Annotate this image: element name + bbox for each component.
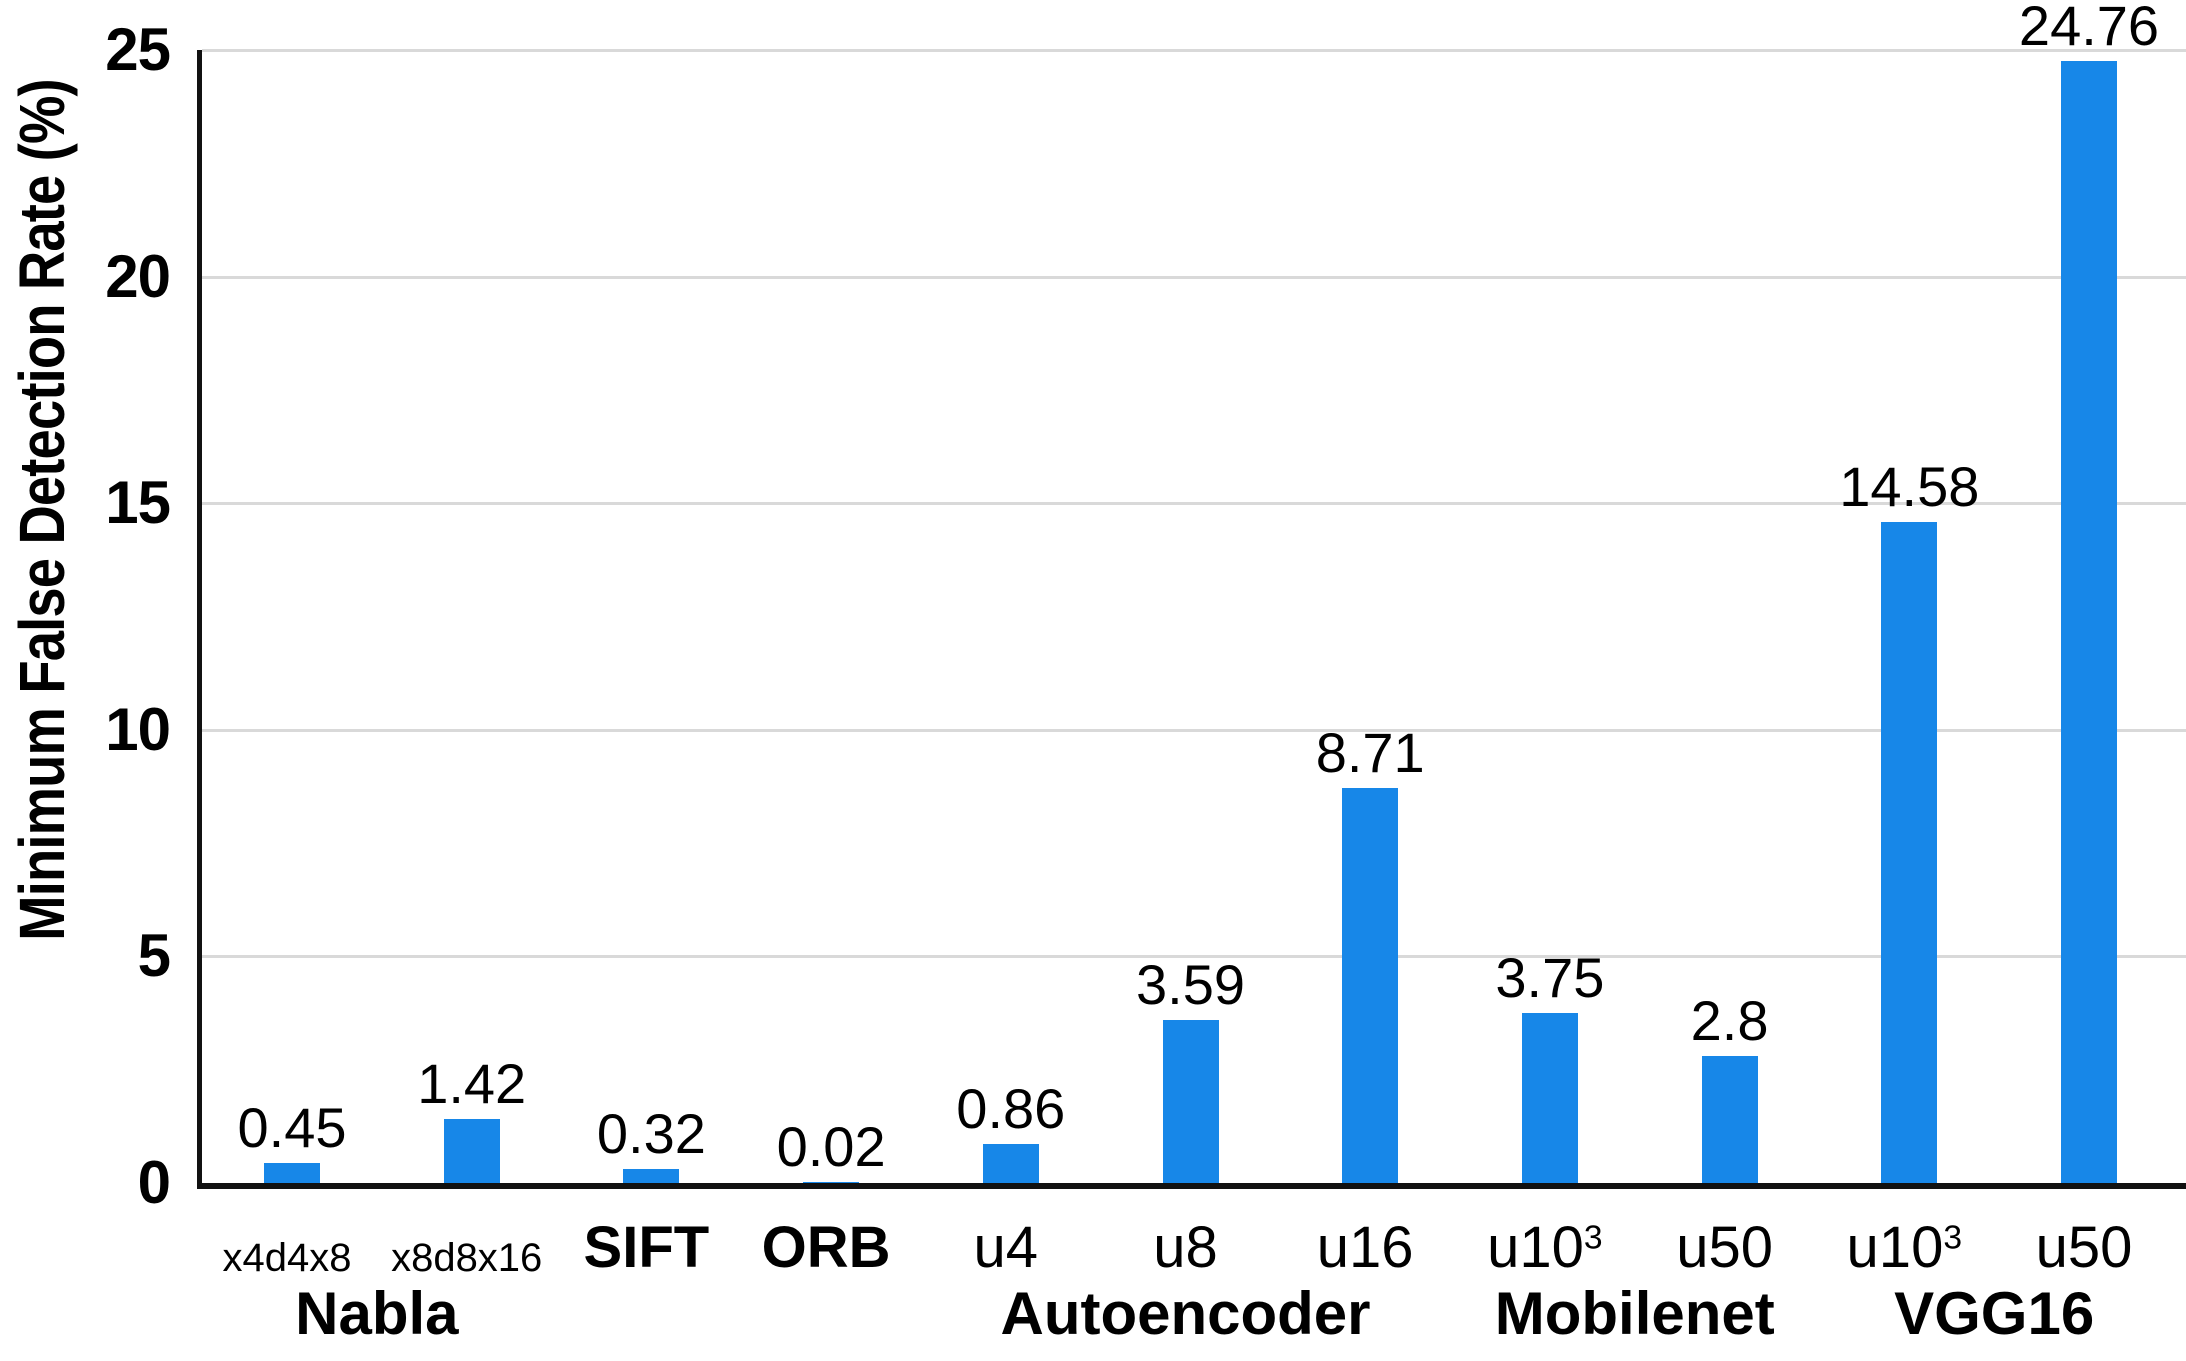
y-tick-label: 25: [105, 16, 171, 83]
x-tick-label: x4d4x8: [222, 1236, 352, 1280]
y-tick-label: 10: [105, 695, 171, 763]
bar-SIFT: [623, 1168, 680, 1183]
y-axis-tick-labels: 0 5 10 15 20 25: [0, 20, 171, 1213]
superscript: 3: [1583, 1219, 1603, 1257]
bar-value-label: 3.59: [1136, 953, 1245, 1017]
bar-u103: [1881, 522, 1938, 1183]
x-axis-tick-labels: x4d4x8 x8d8x16 SIFT ORB u4 u8 u16 u103 u50 u103 u5…: [197, 1216, 2186, 1294]
bar-ORB: [803, 1182, 860, 1183]
superscript: 3: [1943, 1219, 1963, 1257]
bar-value-label: 0.86: [956, 1077, 1066, 1141]
y-tick-label: 15: [105, 469, 171, 537]
group-label-vgg16: VGG16: [1894, 1280, 2095, 1347]
x-tick-label: u50: [2035, 1215, 2133, 1280]
bar-u4: [982, 1144, 1039, 1183]
bar-value-label: 0.02: [776, 1115, 886, 1179]
x-tick-label: x8d8x16: [391, 1236, 543, 1280]
x-tick-label: u16: [1316, 1215, 1414, 1280]
bar-u8: [1162, 1020, 1219, 1183]
gridline-10: [202, 728, 2186, 732]
group-label-nabla: Nabla: [295, 1280, 459, 1347]
bar-value-label: 1.42: [417, 1051, 527, 1115]
gridline-25: [202, 49, 2186, 52]
bar-value-label: 0.32: [596, 1101, 706, 1165]
x-tick-label: u4: [973, 1215, 1039, 1280]
x-tick-label: ORB: [761, 1215, 891, 1280]
bar-u16: [1342, 788, 1399, 1183]
bar-u50: [1701, 1056, 1758, 1183]
x-tick-label: u103: [1846, 1215, 1963, 1280]
bar-u50: [2061, 60, 2117, 1183]
bar-value-label: 3.75: [1495, 946, 1605, 1010]
y-tick-label: 0: [137, 1149, 171, 1216]
bar-x8d8x16: [443, 1118, 500, 1183]
x-tick-label: u50: [1676, 1215, 1773, 1280]
plot-area: 0.45 1.42 0.32 0.02 0.86 3.59 8.71 3.75 2.8 14.58…: [197, 0, 2186, 1189]
y-tick-label: 20: [105, 242, 171, 310]
y-tick-label: 5: [137, 922, 171, 990]
gridline-20: [202, 275, 2186, 279]
gridline-5: [202, 955, 2186, 959]
bar-value-label: 14.58: [1839, 455, 1980, 519]
bar-value-label: 8.71: [1315, 721, 1425, 785]
group-label-autoencoder: Autoencoder: [1000, 1280, 1371, 1347]
gridline-15: [202, 502, 2186, 506]
x-tick-label: SIFT: [583, 1215, 710, 1280]
bar-value-label: 2.8: [1690, 989, 1769, 1053]
group-label-mobilenet: Mobilenet: [1494, 1280, 1775, 1347]
x-axis-group-labels: Nabla Autoencoder Mobilenet VGG16: [197, 1282, 2186, 1354]
bar-value-label: 24.76: [2018, 0, 2160, 57]
x-tick-label: u8: [1153, 1215, 1218, 1280]
x-tick-label: u103: [1487, 1215, 1603, 1280]
bar-x4d4x8: [264, 1162, 320, 1183]
bar-value-label: 0.45: [237, 1095, 347, 1159]
bar-u103: [1521, 1013, 1578, 1183]
